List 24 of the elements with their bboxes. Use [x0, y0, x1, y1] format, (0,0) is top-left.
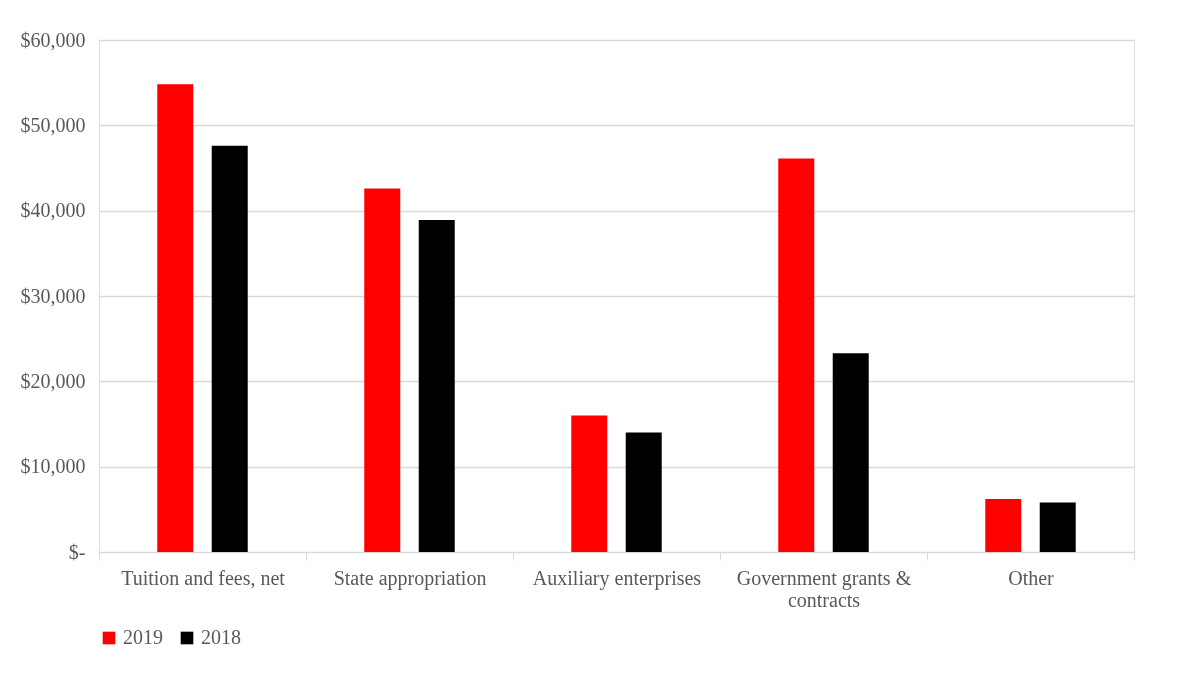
bar	[985, 499, 1022, 552]
x-tick-label: Other	[1008, 566, 1055, 589]
bar	[778, 158, 815, 552]
bar	[1039, 502, 1076, 552]
bar	[418, 220, 455, 552]
bar	[625, 432, 662, 552]
legend-label: 2019	[123, 626, 163, 648]
bar	[211, 145, 248, 552]
legend-label: 2018	[201, 626, 241, 648]
bar	[157, 84, 194, 552]
y-tick-label: $50,000	[20, 113, 86, 136]
bar	[364, 188, 401, 552]
y-tick-label: $10,000	[20, 455, 86, 478]
y-tick-label: $60,000	[20, 28, 86, 51]
x-tick-label: Government grants & contracts	[736, 566, 912, 611]
y-tick-label: $-	[68, 540, 86, 563]
bar	[832, 353, 869, 552]
x-tick-label: Tuition and fees, net	[121, 566, 286, 589]
x-tick-label: State appropriation	[333, 566, 487, 590]
y-tick-label: $30,000	[20, 284, 86, 307]
bar	[571, 415, 608, 552]
x-tick-label: Auxiliary enterprises	[532, 566, 702, 590]
y-tick-label: $40,000	[20, 199, 86, 222]
y-tick-label: $20,000	[20, 369, 86, 392]
